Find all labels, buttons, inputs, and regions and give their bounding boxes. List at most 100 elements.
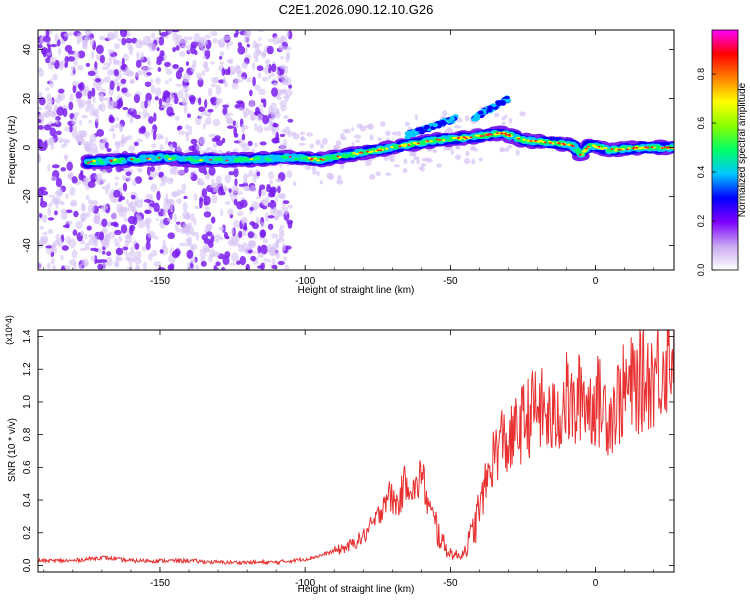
noise-blob	[256, 113, 264, 122]
noise-blob	[272, 35, 280, 45]
noise-blob	[265, 65, 270, 69]
noise-blob	[184, 81, 190, 86]
noise-blob	[203, 211, 212, 218]
noise-blob	[58, 47, 62, 56]
noise-blob	[385, 130, 391, 137]
noise-blob	[101, 226, 108, 235]
noise-blob	[254, 122, 258, 131]
noise-blob	[115, 247, 124, 256]
noise-blob	[136, 138, 143, 143]
noise-blob	[155, 87, 162, 97]
noise-blob	[212, 251, 220, 258]
noise-blob	[232, 148, 239, 153]
noise-blob	[280, 80, 288, 85]
noise-blob	[66, 220, 73, 225]
noise-blob	[258, 187, 262, 198]
noise-blob	[262, 238, 269, 244]
ridge-mark	[130, 158, 134, 161]
ridge-mark	[194, 159, 200, 163]
noise-blob	[173, 213, 177, 223]
noise-blob	[72, 85, 77, 94]
noise-blob	[279, 133, 286, 138]
noise-blob	[505, 146, 510, 152]
x-tick-label: -150	[150, 276, 170, 287]
ridge-mark	[517, 137, 521, 140]
noise-blob	[115, 254, 120, 264]
noise-blob	[222, 104, 229, 108]
noise-blob	[260, 262, 265, 270]
noise-blob	[455, 154, 462, 160]
noise-blob	[244, 248, 248, 253]
ridge-mark	[389, 145, 394, 149]
noise-blob	[168, 77, 173, 82]
noise-blob	[254, 56, 259, 63]
noise-blob	[75, 135, 84, 143]
snr-ylabel: SNR (10 * v/v)	[7, 418, 18, 482]
noise-blob	[173, 95, 179, 105]
noise-blob	[84, 85, 90, 95]
noise-blob	[162, 208, 167, 218]
noise-blob	[176, 198, 182, 204]
ridge-mark	[500, 132, 503, 135]
colorbar-tick-label: 0.4	[696, 166, 706, 179]
x-tick-label: 0	[593, 276, 599, 287]
noise-blob	[235, 30, 239, 36]
ridge-mark	[522, 138, 526, 141]
noise-blob	[227, 239, 234, 246]
noise-blob	[96, 129, 105, 137]
noise-blob	[258, 88, 266, 96]
noise-blob	[151, 143, 157, 149]
noise-blob	[202, 55, 207, 60]
noise-blob	[167, 217, 172, 222]
noise-blob	[107, 99, 112, 110]
noise-blob	[286, 30, 290, 38]
noise-blob	[81, 39, 87, 49]
noise-blob	[252, 40, 258, 49]
noise-blob	[150, 84, 156, 94]
noise-blob	[157, 67, 162, 72]
noise-blob	[98, 140, 107, 151]
snr-y-axis: 0.0 0.2 0.4 0.6 0.8 1.0 1.2 1.4	[22, 329, 674, 572]
noise-blob	[268, 74, 272, 80]
ridge-mark	[493, 133, 498, 136]
noise-blob	[337, 175, 342, 180]
noise-blob	[210, 216, 216, 224]
noise-blob	[190, 260, 197, 264]
noise-blob	[424, 157, 431, 162]
noise-blob	[288, 84, 293, 89]
noise-blob	[87, 70, 96, 77]
noise-blob	[256, 65, 264, 72]
noise-blob	[269, 246, 277, 257]
noise-blob	[336, 179, 344, 185]
noise-blob	[281, 205, 285, 212]
ridge-mark	[526, 139, 531, 142]
noise-blob	[256, 171, 261, 177]
noise-blob	[267, 38, 275, 43]
noise-blob	[214, 105, 218, 109]
noise-blob	[212, 118, 221, 127]
ridge-mark	[600, 147, 604, 150]
noise-blob	[95, 86, 103, 92]
ridge-mark	[249, 158, 254, 161]
noise-blob	[84, 242, 90, 251]
noise-blob	[184, 166, 189, 174]
ridge-mark	[370, 150, 374, 153]
branch-mark	[477, 110, 484, 115]
ridge-mark	[597, 145, 601, 148]
noise-blob	[263, 126, 269, 132]
ridge-mark	[413, 141, 417, 144]
noise-blob	[177, 170, 185, 175]
noise-blob	[129, 79, 134, 84]
noise-blob	[260, 244, 268, 255]
ridge-mark	[226, 158, 235, 164]
noise-blob	[283, 206, 289, 216]
noise-blob	[285, 53, 290, 63]
noise-blob	[200, 38, 208, 47]
noise-blob	[199, 253, 207, 258]
ridge-mark	[429, 140, 433, 143]
noise-blob	[79, 247, 87, 252]
noise-blob	[236, 260, 241, 265]
noise-blob	[144, 99, 148, 109]
noise-blob	[144, 112, 151, 118]
